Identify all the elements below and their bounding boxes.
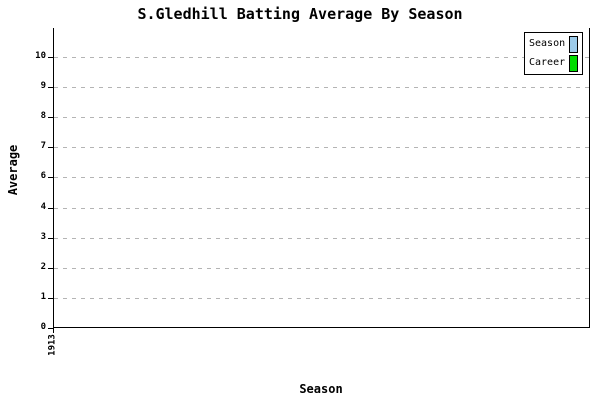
y-tick-mark bbox=[48, 268, 53, 269]
legend-swatch bbox=[569, 35, 578, 53]
legend-swatch bbox=[569, 54, 578, 72]
y-gridline bbox=[54, 177, 589, 178]
y-gridline bbox=[54, 208, 589, 209]
plot-area bbox=[53, 28, 590, 328]
y-gridline bbox=[54, 268, 589, 269]
legend-label: Career bbox=[529, 57, 566, 68]
x-tick-label: 1913 bbox=[47, 334, 58, 356]
legend-label: Season bbox=[529, 38, 566, 49]
chart-title: S.Gledhill Batting Average By Season bbox=[137, 5, 463, 23]
y-tick-label: 6 bbox=[40, 171, 46, 181]
y-axis-label: Average bbox=[6, 144, 20, 196]
x-tick-mark bbox=[53, 328, 54, 333]
y-tick-mark bbox=[48, 298, 53, 299]
y-tick-label: 8 bbox=[40, 111, 46, 121]
legend-item: Career bbox=[529, 54, 578, 72]
y-tick-label: 0 bbox=[40, 322, 46, 332]
y-gridline bbox=[54, 117, 589, 118]
y-gridline bbox=[54, 238, 589, 239]
y-tick-label: 4 bbox=[40, 202, 46, 212]
y-tick-mark bbox=[48, 57, 53, 58]
y-tick-label: 3 bbox=[40, 232, 46, 242]
y-gridline bbox=[54, 57, 589, 58]
x-axis-label: Season bbox=[299, 382, 343, 396]
y-gridline bbox=[54, 87, 589, 88]
y-gridline bbox=[54, 298, 589, 299]
legend: Season Career bbox=[524, 32, 583, 75]
y-tick-mark bbox=[48, 238, 53, 239]
y-tick-label: 2 bbox=[40, 262, 46, 272]
y-tick-label: 9 bbox=[40, 81, 46, 91]
y-tick-mark bbox=[48, 328, 53, 329]
y-tick-label: 7 bbox=[40, 141, 46, 151]
y-tick-mark bbox=[48, 208, 53, 209]
y-tick-mark bbox=[48, 117, 53, 118]
y-tick-mark bbox=[48, 177, 53, 178]
legend-item: Season bbox=[529, 35, 578, 53]
y-tick-mark bbox=[48, 87, 53, 88]
y-tick-mark bbox=[48, 147, 53, 148]
y-tick-label: 10 bbox=[35, 51, 46, 61]
y-tick-label: 1 bbox=[40, 292, 46, 302]
y-gridline bbox=[54, 147, 589, 148]
